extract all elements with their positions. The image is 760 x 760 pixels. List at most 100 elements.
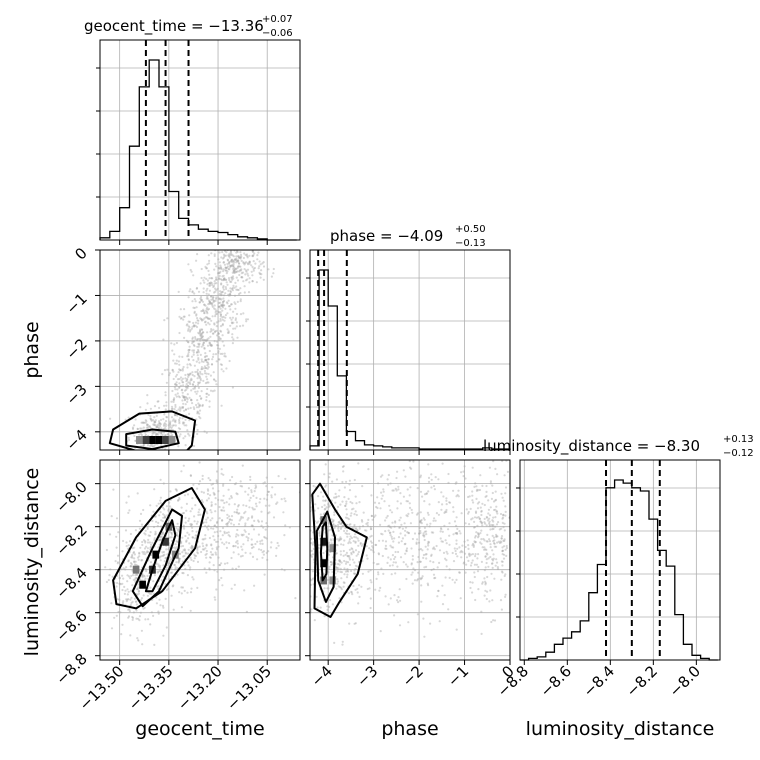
scatter-point xyxy=(265,522,268,525)
scatter-point xyxy=(136,492,139,495)
scatter-point xyxy=(202,341,205,345)
scatter-point xyxy=(478,488,482,492)
scatter-point xyxy=(403,522,406,525)
scatter-point xyxy=(245,320,248,323)
scatter-point xyxy=(178,355,181,358)
scatter-point xyxy=(165,416,169,419)
scatter-point xyxy=(136,427,139,431)
scatter-point xyxy=(135,576,138,580)
scatter-point xyxy=(390,535,393,539)
scatter-point xyxy=(226,522,229,525)
scatter-point xyxy=(208,405,211,408)
scatter-point xyxy=(344,527,347,530)
scatter-point xyxy=(393,525,396,528)
scatter-point xyxy=(192,351,195,354)
scatter-point xyxy=(203,303,206,306)
scatter-point xyxy=(500,541,503,544)
scatter-point xyxy=(184,395,187,399)
scatter-point xyxy=(266,525,269,528)
scatter-point xyxy=(197,402,200,405)
scatter-point xyxy=(174,383,177,386)
scatter-point xyxy=(170,531,173,535)
scatter-point xyxy=(495,510,498,513)
scatter-point xyxy=(194,390,197,393)
scatter-point xyxy=(377,553,381,556)
scatter-point xyxy=(182,381,185,384)
scatter-point xyxy=(221,275,224,278)
scatter-point xyxy=(193,292,196,295)
scatter-point xyxy=(198,409,202,412)
scatter-point xyxy=(192,321,195,325)
scatter-point xyxy=(484,555,487,558)
scatter-point xyxy=(371,518,374,521)
scatter-point xyxy=(469,564,473,567)
scatter-point xyxy=(122,567,125,570)
scatter-point xyxy=(345,508,348,511)
scatter-point xyxy=(215,546,218,549)
scatter-point xyxy=(171,434,174,437)
scatter-point xyxy=(168,422,171,426)
scatter-point xyxy=(204,359,207,362)
scatter-point xyxy=(337,521,340,524)
scatter-point xyxy=(251,524,254,527)
scatter-point xyxy=(325,484,328,487)
scatter-point xyxy=(188,345,191,348)
scatter-point xyxy=(149,546,152,549)
scatter-point xyxy=(244,279,248,282)
scatter-point xyxy=(338,520,341,524)
scatter-point xyxy=(396,500,399,503)
scatter-point xyxy=(469,553,473,556)
scatter-point xyxy=(310,542,313,545)
scatter-point xyxy=(474,540,477,544)
scatter-point xyxy=(487,499,490,502)
scatter-point xyxy=(197,406,200,409)
scatter-point xyxy=(183,494,187,497)
scatter-point xyxy=(153,574,156,577)
scatter-point xyxy=(239,257,242,260)
scatter-point xyxy=(448,501,452,504)
scatter-point xyxy=(184,377,187,380)
scatter-point xyxy=(163,516,166,519)
scatter-point xyxy=(174,547,177,551)
scatter-point xyxy=(346,535,349,538)
panel-frame-1-1 xyxy=(309,249,511,451)
scatter-point xyxy=(197,342,200,345)
scatter-point xyxy=(421,549,424,552)
scatter-point xyxy=(212,378,216,381)
scatter-point xyxy=(164,515,167,518)
scatter-point xyxy=(339,560,342,563)
scatter-point xyxy=(202,291,205,294)
scatter-point xyxy=(330,542,333,545)
scatter-point xyxy=(334,496,337,499)
scatter-point xyxy=(240,276,243,279)
scatter-point xyxy=(501,517,504,520)
scatter-point xyxy=(443,594,446,597)
scatter-point xyxy=(182,422,185,425)
scatter-point xyxy=(157,610,160,613)
scatter-point xyxy=(331,520,334,524)
scatter-point xyxy=(337,539,340,542)
scatter-point xyxy=(233,286,236,289)
scatter-point xyxy=(467,512,470,515)
scatter-point xyxy=(205,395,208,399)
scatter-point xyxy=(147,426,150,429)
scatter-point xyxy=(220,293,223,296)
scatter-point xyxy=(190,547,194,550)
scatter-point xyxy=(220,298,223,301)
scatter-point xyxy=(469,586,472,590)
scatter-point xyxy=(159,559,162,562)
scatter-point xyxy=(191,546,195,549)
scatter-point xyxy=(172,370,175,373)
scatter-point xyxy=(138,527,141,530)
scatter-point xyxy=(158,539,161,542)
scatter-point xyxy=(176,540,179,544)
scatter-point xyxy=(180,406,184,409)
scatter-point xyxy=(318,531,321,535)
scatter-point xyxy=(458,571,461,574)
scatter-point xyxy=(119,611,122,614)
scatter-point xyxy=(455,539,458,542)
scatter-point xyxy=(210,343,213,347)
scatter-point xyxy=(288,526,291,529)
scatter-point xyxy=(224,286,227,289)
scatter-point xyxy=(175,489,178,492)
